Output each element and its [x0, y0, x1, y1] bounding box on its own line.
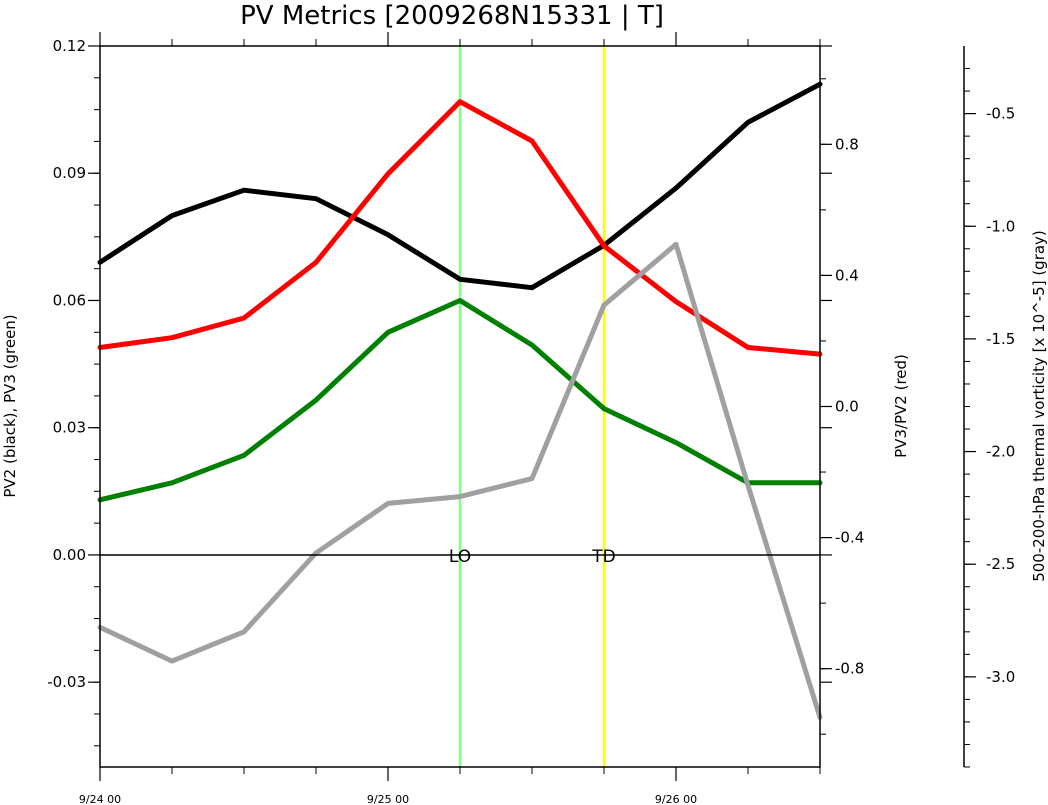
series-line-left-1	[97, 298, 823, 503]
marker-label-lo: LO	[449, 547, 471, 567]
event-markers: LO TD	[449, 46, 616, 767]
far-right-tick-label: -0.5	[986, 105, 1015, 123]
far-right-tick-label: -2.5	[986, 555, 1015, 573]
left-tick-label: 0.06	[53, 291, 86, 309]
x-tick-label: 9/24 00	[79, 793, 121, 805]
left-tick-label: 0.12	[53, 37, 86, 55]
far-right-axis-label: 500-200-hPa thermal vorticity [x 10^-5] …	[1030, 230, 1048, 582]
right-tick-label: -0.4	[835, 529, 864, 547]
right-axis-label: PV3/PV2 (red)	[892, 354, 910, 458]
left-tick-label: 0.00	[53, 546, 86, 564]
series-line-left-0	[97, 81, 823, 291]
series-line-far_right-3	[97, 241, 823, 720]
left-tick-label: 0.03	[53, 419, 86, 437]
axis-labels: PV2 (black), PV3 (green) PV3/PV2 (red) 5…	[1, 230, 1048, 582]
far-right-tick-label: -1.0	[986, 217, 1015, 235]
left-tick-label: 0.09	[53, 164, 86, 182]
right-tick-label: 0.4	[835, 266, 859, 284]
series-lines	[97, 81, 823, 720]
far-right-tick-label: -3.0	[986, 668, 1015, 686]
far-right-tick-label: -1.5	[986, 330, 1015, 348]
right-tick-label: 0.8	[835, 135, 859, 153]
x-tick-label: 9/25 00	[367, 793, 409, 805]
far-right-tick-label: -2.0	[986, 443, 1015, 461]
right-tick-label: -0.8	[835, 660, 864, 678]
x-tick-label: 9/26 00	[655, 793, 697, 805]
marker-label-td: TD	[591, 547, 615, 567]
right-tick-label: 0.0	[835, 398, 859, 416]
left-axis-label: PV2 (black), PV3 (green)	[1, 314, 19, 497]
axes: -0.03 0.00 0.03 0.06 0.09 0.12 -0.8 -0.4 0.0 0.4 0…	[47, 32, 1015, 805]
chart-title: PV Metrics [2009268N15331 | T]	[240, 1, 664, 31]
left-tick-label: -0.03	[47, 673, 86, 691]
